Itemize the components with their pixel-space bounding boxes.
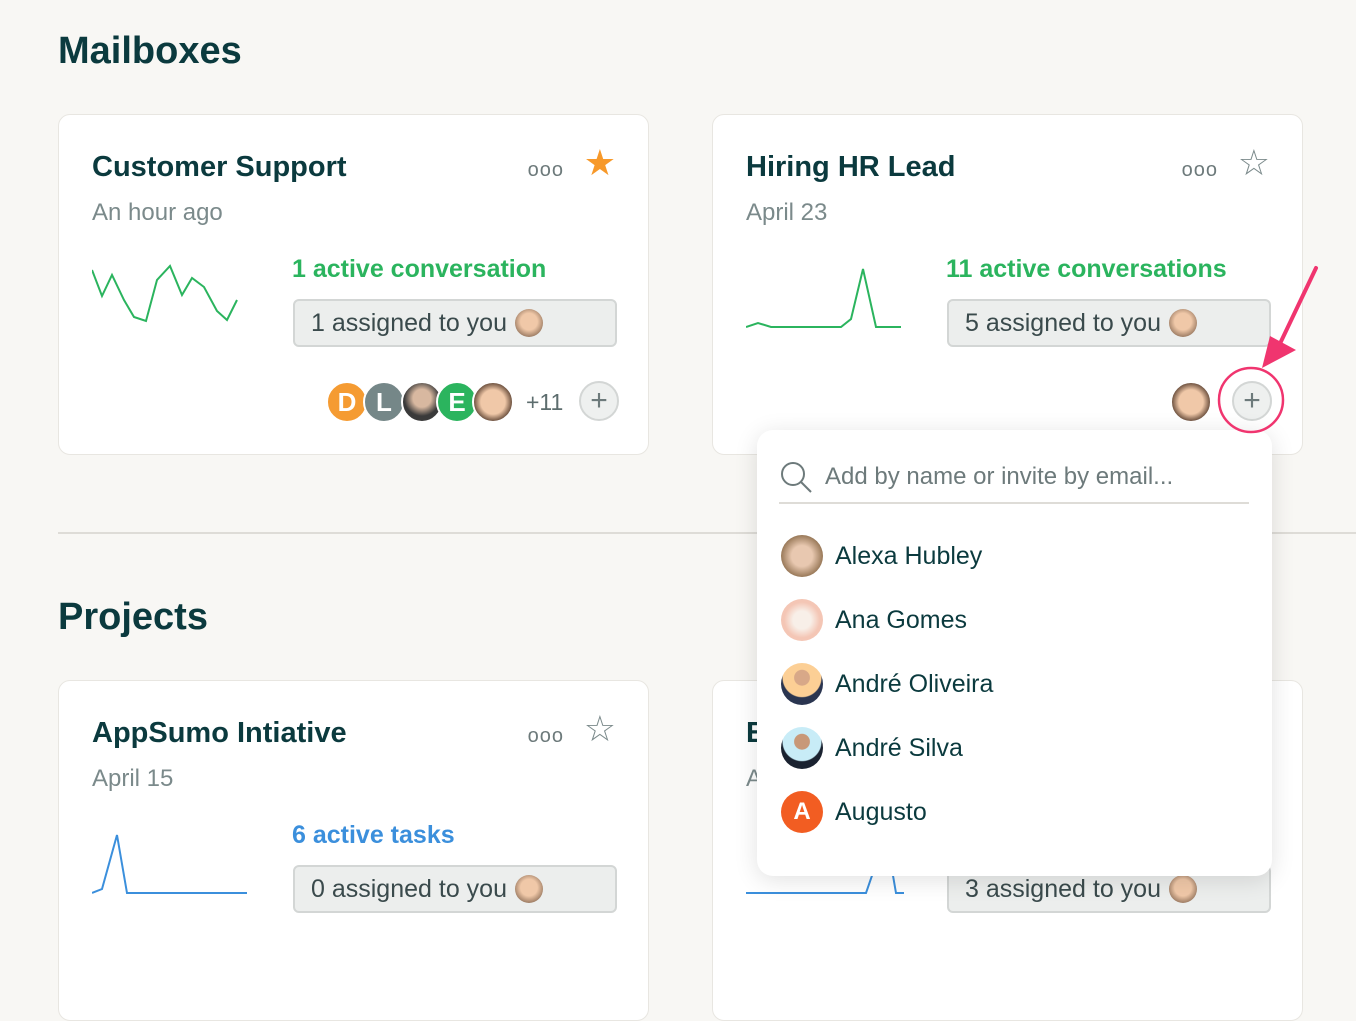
- user-avatar: [514, 875, 543, 903]
- member-avatar[interactable]: E: [436, 381, 478, 423]
- card-title[interactable]: Customer Support: [92, 151, 347, 183]
- highlight-arrow-annotation: [1217, 266, 1318, 434]
- add-member-button[interactable]: +: [579, 381, 619, 421]
- assigned-label: 3 assigned to you: [965, 874, 1161, 903]
- star-outline-icon[interactable]: ☆: [583, 708, 616, 749]
- card-title[interactable]: AppSumo Intiative: [92, 717, 347, 749]
- person-option[interactable]: Ana Gomes: [781, 598, 1251, 642]
- person-avatar: [781, 727, 823, 769]
- person-avatar: A: [781, 791, 823, 833]
- person-option[interactable]: André Silva: [781, 726, 1251, 770]
- assigned-to-you-button[interactable]: 0 assigned to you: [293, 865, 617, 913]
- person-avatar: [781, 663, 823, 705]
- member-avatar-photo[interactable]: [1170, 381, 1212, 423]
- activity-sparkline: [92, 834, 247, 894]
- more-options-icon[interactable]: ooo: [527, 725, 564, 747]
- mailbox-card-hiring-hr-lead[interactable]: Hiring HR Lead April 23 ooo ☆ 11 active …: [712, 114, 1303, 455]
- card-title[interactable]: Hiring HR Lead: [746, 151, 956, 183]
- mailbox-card-customer-support[interactable]: Customer Support An hour ago ooo ★ 1 act…: [58, 114, 649, 455]
- add-member-button[interactable]: +: [1232, 381, 1272, 421]
- user-avatar: [1168, 309, 1197, 337]
- person-option[interactable]: A Augusto: [781, 790, 1251, 834]
- more-members-count[interactable]: +11: [526, 389, 564, 415]
- more-options-icon[interactable]: ooo: [1181, 159, 1218, 181]
- projects-heading: Projects: [58, 596, 208, 638]
- member-search[interactable]: [779, 452, 1249, 504]
- assigned-label: 1 assigned to you: [311, 308, 507, 337]
- active-count[interactable]: 6 active tasks: [292, 821, 455, 849]
- member-avatar[interactable]: L: [363, 381, 405, 423]
- activity-sparkline: [92, 264, 238, 323]
- star-outline-icon[interactable]: ☆: [1237, 142, 1270, 183]
- more-options-icon[interactable]: ooo: [527, 159, 564, 181]
- star-filled-icon[interactable]: ★: [583, 142, 616, 183]
- person-name: André Silva: [835, 733, 963, 762]
- person-option[interactable]: André Oliveira: [781, 662, 1251, 706]
- assigned-to-you-button[interactable]: 5 assigned to you: [947, 299, 1271, 347]
- assigned-label: 5 assigned to you: [965, 308, 1161, 337]
- person-name: Augusto: [835, 797, 927, 826]
- active-count[interactable]: 1 active conversation: [292, 255, 547, 283]
- activity-sparkline: [746, 268, 901, 328]
- person-avatar: [781, 535, 823, 577]
- user-avatar: [514, 309, 543, 337]
- card-subtitle: April 23: [746, 199, 828, 226]
- user-avatar: [1168, 875, 1197, 903]
- project-card-appsumo[interactable]: AppSumo Intiative April 15 ooo ☆ 6 activ…: [58, 680, 649, 1021]
- person-name: Alexa Hubley: [835, 541, 983, 570]
- card-subtitle: April 15: [92, 765, 174, 792]
- mailboxes-heading: Mailboxes: [58, 30, 242, 72]
- person-avatar: [781, 599, 823, 641]
- person-name: Ana Gomes: [835, 605, 968, 634]
- active-count[interactable]: 11 active conversations: [946, 255, 1227, 283]
- add-member-dropdown: Alexa Hubley Ana Gomes André Oliveira An…: [757, 430, 1272, 876]
- person-name: André Oliveira: [835, 669, 994, 698]
- member-avatar[interactable]: D: [326, 381, 368, 423]
- member-avatar-photo[interactable]: [472, 381, 514, 423]
- member-search-input[interactable]: [825, 463, 1245, 491]
- person-option[interactable]: Alexa Hubley: [781, 534, 1251, 578]
- assigned-label: 0 assigned to you: [311, 874, 507, 903]
- assigned-to-you-button[interactable]: 1 assigned to you: [293, 299, 617, 347]
- search-icon: [781, 462, 812, 493]
- section-divider: [58, 532, 1356, 534]
- card-subtitle: An hour ago: [92, 199, 223, 226]
